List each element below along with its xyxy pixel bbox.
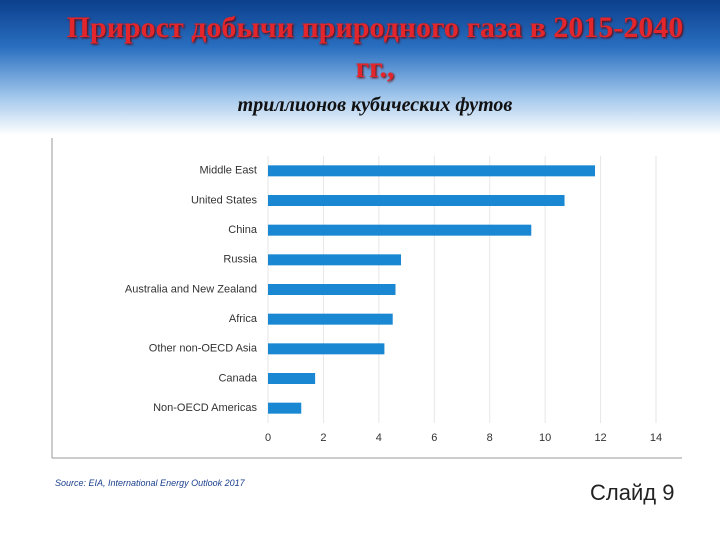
x-tick-label: 0 (265, 432, 271, 444)
y-tick-label: Africa (229, 313, 258, 325)
x-tick-label: 12 (594, 432, 606, 444)
x-tick-label: 10 (539, 432, 551, 444)
x-tick-label: 6 (431, 432, 437, 444)
x-tick-label: 4 (376, 432, 382, 444)
y-tick-label: China (228, 224, 258, 236)
y-tick-label: Other non-OECD Asia (149, 343, 258, 355)
chart-subtitle: триллионов кубических футов (237, 94, 513, 116)
y-tick-label: Non-OECD Americas (153, 402, 257, 414)
y-tick-label: United States (191, 194, 258, 206)
y-tick-label: Australia and New Zealand (125, 283, 257, 295)
bar (268, 224, 532, 236)
bar (268, 284, 396, 295)
chart-title: Прирост добычи природного газа в 2015-20… (66, 11, 684, 84)
y-tick-label: Canada (218, 372, 257, 384)
bar (268, 313, 393, 325)
x-tick-label: 14 (650, 432, 662, 444)
header-band (0, 0, 720, 135)
bar (268, 402, 302, 414)
bar (268, 373, 316, 384)
y-tick-label: Russia (223, 254, 258, 266)
x-tick-label: 2 (320, 432, 326, 444)
x-tick-label: 8 (487, 432, 493, 444)
bar (268, 165, 596, 177)
y-tick-label: Middle East (200, 165, 257, 177)
bar (268, 343, 385, 355)
bar (268, 195, 565, 206)
slide-number: Слайд 9 (590, 480, 675, 505)
source-note: Source: EIA, International Energy Outloo… (55, 478, 245, 488)
bar (268, 254, 402, 266)
plot-panel (52, 138, 682, 458)
